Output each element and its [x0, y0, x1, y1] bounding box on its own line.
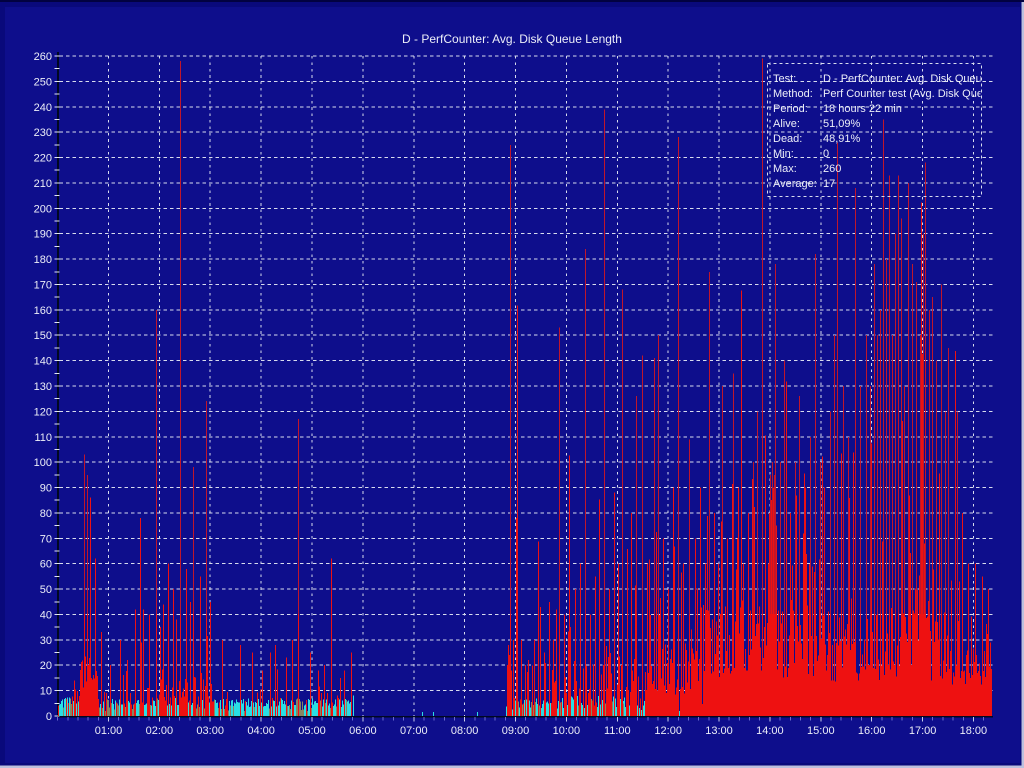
svg-text:18:00: 18:00 — [960, 725, 988, 737]
svg-text:110: 110 — [34, 432, 52, 444]
svg-text:80: 80 — [40, 508, 52, 520]
svg-text:180: 180 — [34, 254, 52, 266]
svg-text:0: 0 — [46, 711, 52, 723]
svg-text:48,91%: 48,91% — [823, 133, 861, 145]
svg-text:Dead:: Dead: — [773, 133, 802, 145]
svg-text:250: 250 — [34, 76, 52, 88]
svg-text:130: 130 — [34, 381, 52, 393]
svg-text:14:00: 14:00 — [756, 725, 784, 737]
svg-text:Perf Counter test (Avg. Disk Q: Perf Counter test (Avg. Disk Queue — [823, 88, 995, 100]
svg-text:200: 200 — [34, 203, 52, 215]
svg-text:160: 160 — [34, 305, 52, 317]
svg-text:05:00: 05:00 — [298, 725, 326, 737]
svg-text:170: 170 — [34, 280, 52, 292]
svg-text:D - PerfCounter: Avg. Disk Que: D - PerfCounter: Avg. Disk Queue Length — [402, 32, 622, 46]
svg-text:30: 30 — [40, 635, 52, 647]
svg-text:Test:: Test: — [773, 73, 796, 85]
svg-text:08:00: 08:00 — [451, 725, 479, 737]
svg-text:60: 60 — [40, 559, 52, 571]
svg-text:Alive:: Alive: — [773, 118, 800, 130]
svg-text:02:00: 02:00 — [146, 725, 174, 737]
svg-text:Period:: Period: — [773, 103, 808, 115]
svg-text:150: 150 — [34, 330, 52, 342]
svg-text:13:00: 13:00 — [705, 725, 733, 737]
svg-text:50: 50 — [40, 584, 52, 596]
svg-text:17:00: 17:00 — [909, 725, 937, 737]
svg-text:140: 140 — [34, 356, 52, 368]
svg-text:260: 260 — [823, 163, 841, 175]
svg-text:0: 0 — [823, 148, 829, 160]
svg-text:20: 20 — [40, 660, 52, 672]
svg-text:51,09%: 51,09% — [823, 118, 861, 130]
svg-text:D - PerfCounter: Avg. Disk Que: D - PerfCounter: Avg. Disk Queue — [823, 73, 988, 85]
svg-text:220: 220 — [34, 153, 52, 165]
svg-text:10:00: 10:00 — [553, 725, 581, 737]
svg-text:230: 230 — [34, 127, 52, 139]
svg-text:Max:: Max: — [773, 163, 797, 175]
svg-text:03:00: 03:00 — [196, 725, 224, 737]
svg-text:17: 17 — [823, 178, 835, 190]
svg-text:120: 120 — [34, 406, 52, 418]
svg-text:15:00: 15:00 — [807, 725, 835, 737]
svg-text:07:00: 07:00 — [400, 725, 428, 737]
svg-text:10: 10 — [40, 686, 52, 698]
svg-text:12:00: 12:00 — [654, 725, 682, 737]
svg-text:04:00: 04:00 — [247, 725, 275, 737]
svg-text:260: 260 — [34, 51, 52, 63]
svg-text:210: 210 — [34, 178, 52, 190]
svg-text:100: 100 — [34, 457, 52, 469]
svg-text:70: 70 — [40, 533, 52, 545]
svg-text:01:00: 01:00 — [95, 725, 123, 737]
svg-text:Method:: Method: — [773, 88, 813, 100]
svg-text:40: 40 — [40, 610, 52, 622]
svg-text:09:00: 09:00 — [502, 725, 530, 737]
svg-text:11:00: 11:00 — [604, 725, 631, 737]
svg-text:06:00: 06:00 — [349, 725, 377, 737]
svg-text:18 hours 22 min: 18 hours 22 min — [823, 103, 902, 115]
svg-text:240: 240 — [34, 102, 52, 114]
svg-text:190: 190 — [34, 229, 52, 241]
svg-text:Average:: Average: — [773, 178, 817, 190]
svg-text:16:00: 16:00 — [858, 725, 886, 737]
svg-text:90: 90 — [40, 483, 52, 495]
svg-text:Min:: Min: — [773, 148, 794, 160]
